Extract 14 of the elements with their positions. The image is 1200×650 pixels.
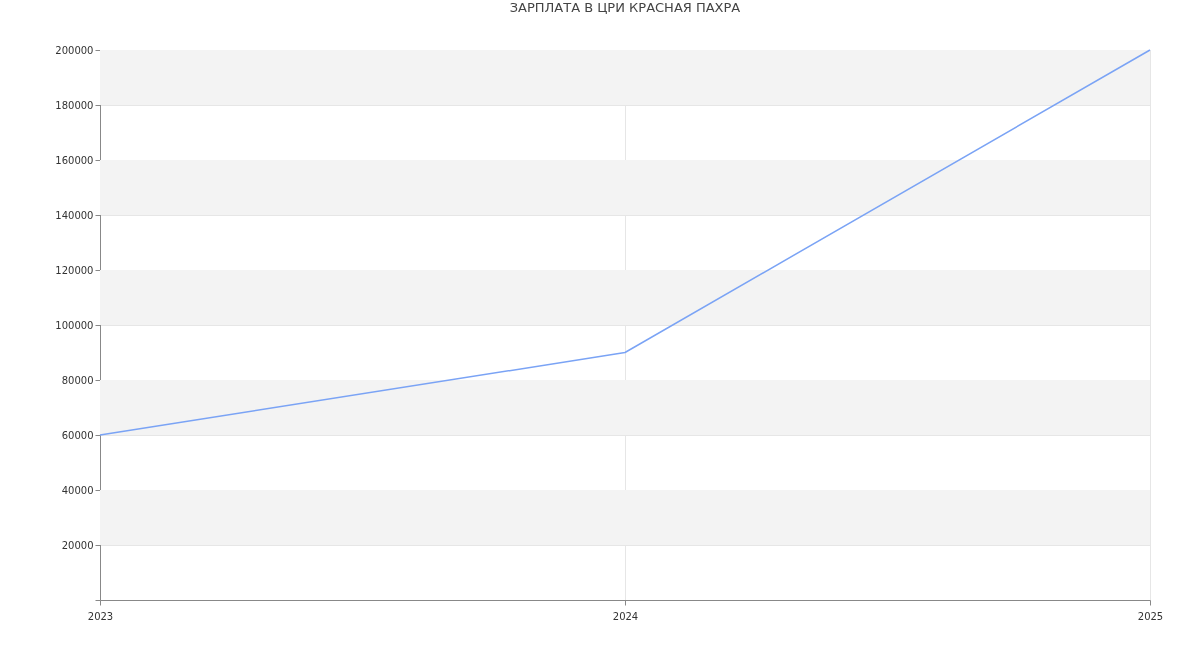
x-tick-label: 2023 (87, 610, 114, 622)
y-tick-label: 160000 (55, 154, 94, 166)
y-tick-label: 140000 (55, 209, 94, 221)
y-tick-label: 20000 (61, 539, 94, 551)
y-tick-label: 60000 (61, 429, 94, 441)
x-tick-label: 2024 (612, 610, 639, 622)
y-tick-label: 120000 (55, 264, 94, 276)
y-tick-label: 100000 (55, 319, 94, 331)
x-tick-label: 2025 (1137, 610, 1164, 622)
y-tick-label: 80000 (61, 374, 94, 386)
y-tick-label: 180000 (55, 99, 94, 111)
chart-title: ЗАРПЛАТА В ЦРИ КРАСНАЯ ПАХРА (509, 0, 741, 15)
y-tick-label: 40000 (61, 484, 94, 496)
y-tick-label: 200000 (55, 44, 94, 56)
